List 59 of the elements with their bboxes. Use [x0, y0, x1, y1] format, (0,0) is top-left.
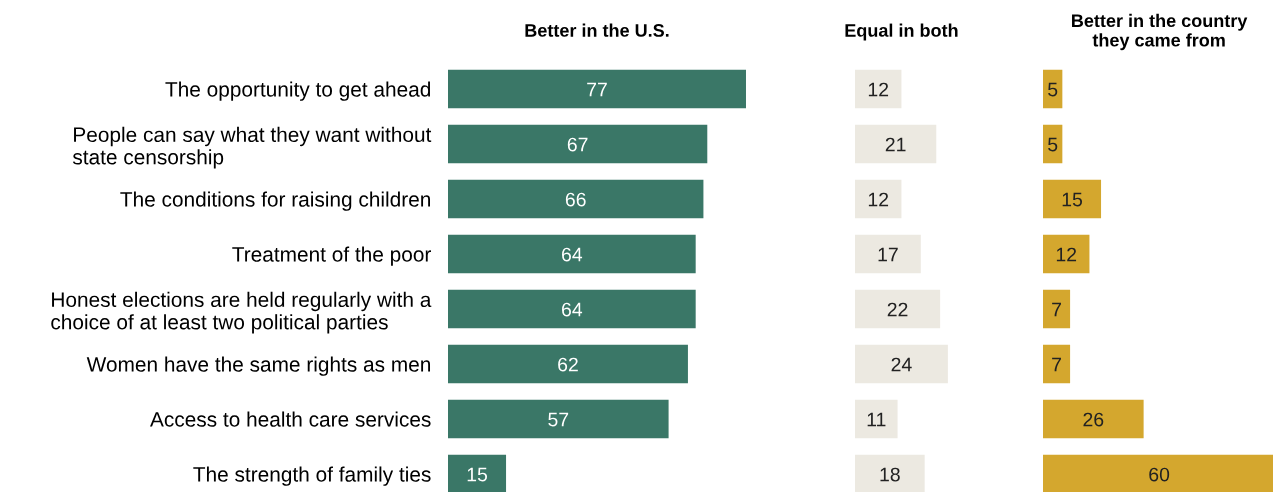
data-label: 5: [1048, 137, 1058, 152]
chart-title: Better in the U.S.: [525, 23, 669, 37]
bar: [448, 69, 746, 109]
bar: [1043, 234, 1090, 274]
y-tick-label: People can say what they want without state censorship: [72, 126, 432, 169]
data-label: 12: [868, 192, 889, 207]
bar: [855, 399, 898, 439]
data-label: 21: [885, 137, 906, 152]
y-tick-label: Women have the same rights as men: [86, 356, 430, 376]
bar: [855, 179, 902, 219]
bar: [448, 234, 696, 274]
data-label: 7: [1052, 357, 1061, 372]
bar: [1043, 289, 1071, 329]
data-label: 15: [1062, 192, 1083, 207]
data-label: 64: [562, 247, 583, 262]
chart-title: Better in the country they came from: [1072, 13, 1248, 51]
y-tick-label: Treatment of the poor: [232, 246, 432, 266]
data-label: 12: [868, 82, 889, 97]
data-label: 64: [562, 302, 583, 317]
data-label: 57: [548, 412, 569, 427]
data-label: 62: [558, 357, 578, 372]
data-label: 5: [1048, 82, 1058, 97]
bar: [855, 124, 937, 164]
bar: [1043, 399, 1144, 439]
bar: [855, 454, 925, 492]
bar: [448, 289, 696, 329]
bar: [1043, 344, 1071, 384]
data-label: 67: [567, 137, 588, 152]
bar: [448, 454, 507, 492]
y-tick-label: Honest elections are held regularly with a choice of at least two political parties: [51, 291, 432, 334]
bar: [855, 234, 921, 274]
data-label: 26: [1083, 412, 1104, 427]
bar: [448, 179, 704, 219]
data-label: 24: [891, 357, 912, 372]
data-label: 7: [1052, 302, 1061, 317]
y-tick-label: The opportunity to get ahead: [165, 81, 431, 101]
bar: [855, 69, 902, 109]
bar: [1043, 454, 1273, 492]
bar: [1043, 179, 1102, 219]
bar: [1043, 124, 1063, 164]
y-tick-label: Access to health care services: [150, 411, 431, 427]
chart-title: Equal in both: [845, 23, 958, 41]
data-label: 66: [565, 192, 586, 207]
bar: [448, 399, 669, 439]
y-tick-label: The strength of family ties: [193, 466, 431, 486]
bar: [855, 344, 948, 384]
bar: [855, 289, 941, 329]
data-label: 18: [880, 467, 900, 482]
bar: [448, 344, 688, 384]
bar: [1043, 69, 1063, 109]
data-label: 15: [467, 467, 488, 482]
bar: [448, 124, 708, 164]
data-label: 17: [878, 247, 898, 262]
y-tick-label: The conditions for raising children: [120, 191, 430, 211]
data-label: 60: [1149, 467, 1170, 482]
data-label: 11: [867, 412, 886, 427]
data-label: 22: [887, 302, 908, 317]
data-label: 77: [587, 82, 607, 97]
data-label: 12: [1056, 247, 1077, 262]
